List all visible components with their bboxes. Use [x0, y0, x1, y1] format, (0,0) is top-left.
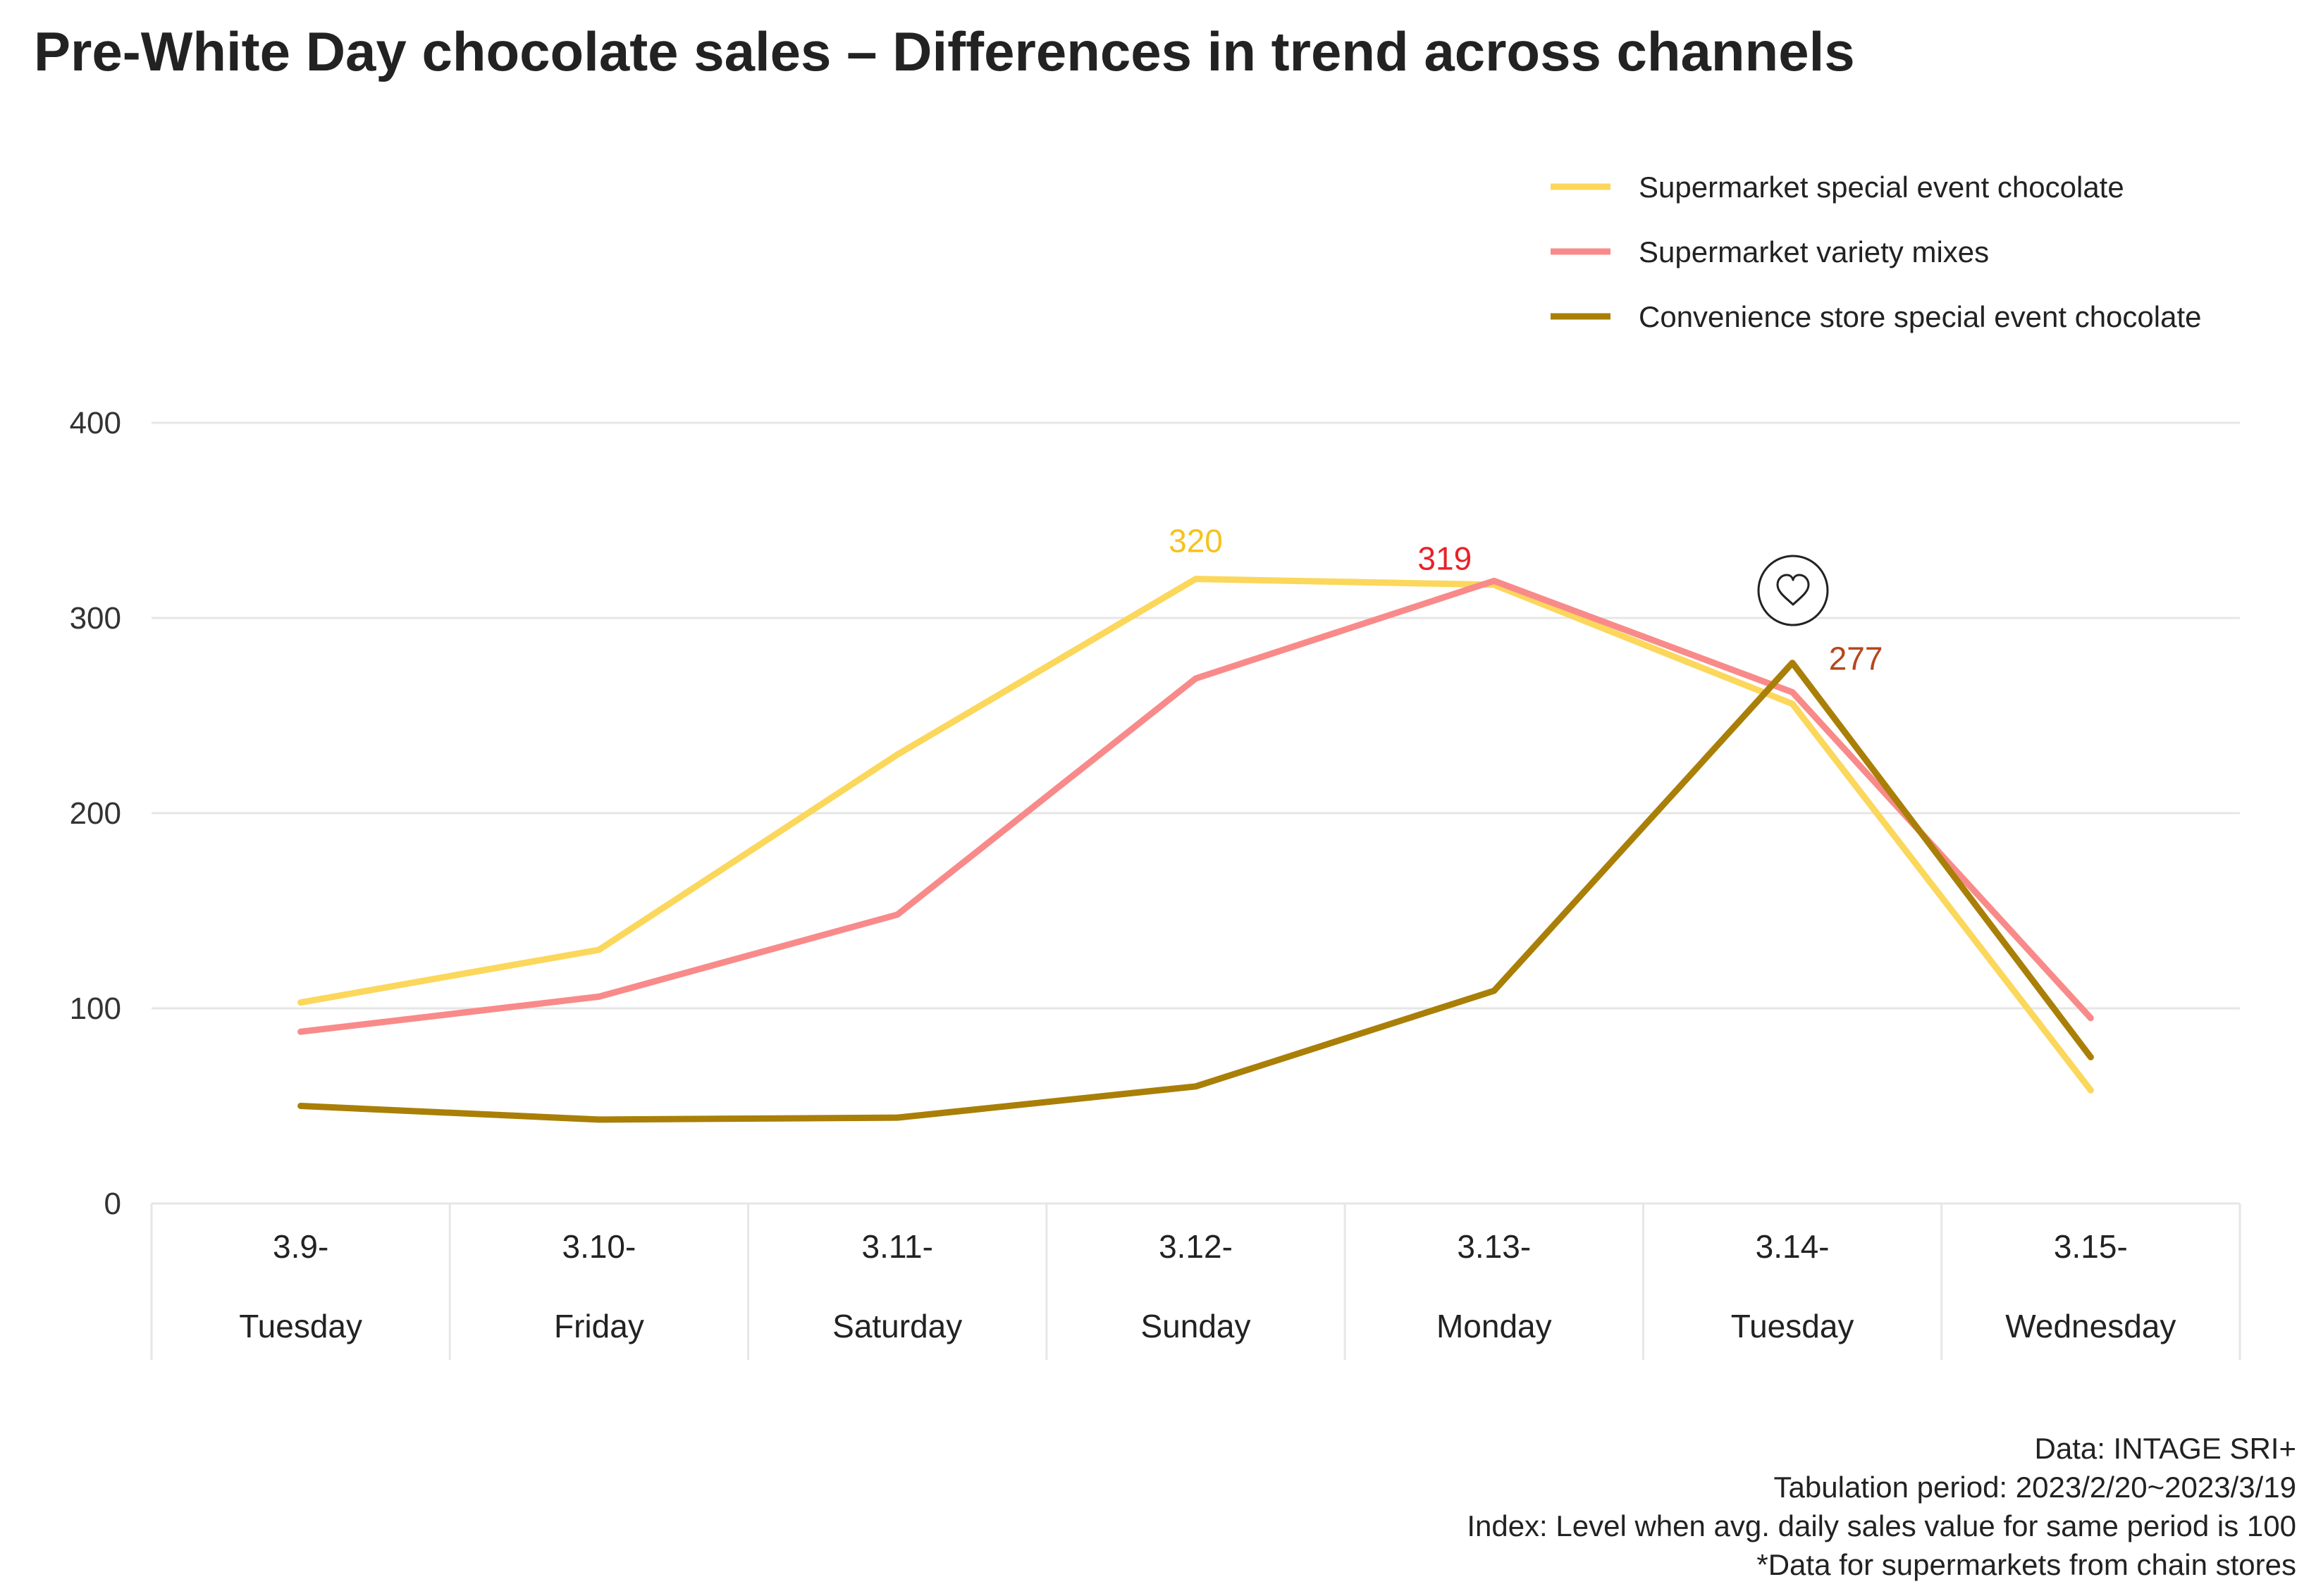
x-tick-day: Monday	[1436, 1308, 1552, 1344]
gridlines	[152, 421, 2240, 1010]
legend-label: Supermarket variety mixes	[1639, 235, 1989, 268]
x-tick-date: 3.15-	[2054, 1228, 2128, 1265]
x-tick-day: Saturday	[832, 1308, 962, 1344]
y-tick-label: 0	[104, 1187, 121, 1221]
series-line-2	[297, 577, 2094, 1035]
x-tick-day: Wednesday	[2005, 1308, 2176, 1344]
note-index-definition: Index: Level when avg. daily sales value…	[1467, 1509, 2296, 1542]
x-tick-day: Tuesday	[1731, 1308, 1854, 1344]
y-tick-label: 100	[70, 991, 121, 1026]
legend: Supermarket special event chocolate Super…	[1551, 171, 2202, 333]
x-tick-date: 3.11-	[861, 1228, 932, 1265]
heart-icon	[1757, 555, 1829, 626]
x-tick-date: 3.10-	[562, 1228, 636, 1265]
x-axis: 3.9- Tuesday 3.10- Friday 3.11- Saturday 3.12-…	[150, 1202, 2241, 1360]
chart-title: Pre-White Day chocolate sales – Differen…	[34, 20, 1855, 82]
data-labels: 320 319 277	[1169, 523, 1883, 677]
data-label: 320	[1169, 523, 1223, 559]
x-tick-date: 3.12-	[1159, 1228, 1233, 1265]
legend-label: Supermarket special event chocolate	[1639, 171, 2124, 204]
data-label: 277	[1829, 641, 1883, 677]
y-axis-ticks: 0 100 200 300 400	[70, 406, 121, 1221]
y-tick-label: 400	[70, 406, 121, 440]
series-lines	[297, 576, 2094, 1123]
x-tick-day: Sunday	[1140, 1308, 1250, 1344]
x-tick-date: 3.14-	[1756, 1228, 1830, 1265]
series-line-1	[297, 576, 2094, 1094]
x-tick-day: Tuesday	[239, 1308, 362, 1344]
x-tick-date: 3.9-	[273, 1228, 328, 1265]
source-notes: Data: INTAGE SRI+ Tabulation period: 202…	[1467, 1432, 2296, 1581]
note-data-source: Data: INTAGE SRI+	[2035, 1432, 2297, 1465]
note-tabulation-period: Tabulation period: 2023/2/20~2023/3/19	[1774, 1471, 2296, 1504]
y-tick-label: 300	[70, 601, 121, 636]
x-tick-date: 3.13-	[1457, 1228, 1531, 1265]
data-label: 319	[1417, 540, 1472, 576]
x-tick-day: Friday	[554, 1308, 644, 1344]
series-line-3	[297, 660, 2094, 1123]
y-tick-label: 200	[70, 796, 121, 831]
note-supermarket-data: *Data for supermarkets from chain stores	[1756, 1548, 2296, 1581]
legend-label: Convenience store special event chocolat…	[1639, 300, 2202, 333]
